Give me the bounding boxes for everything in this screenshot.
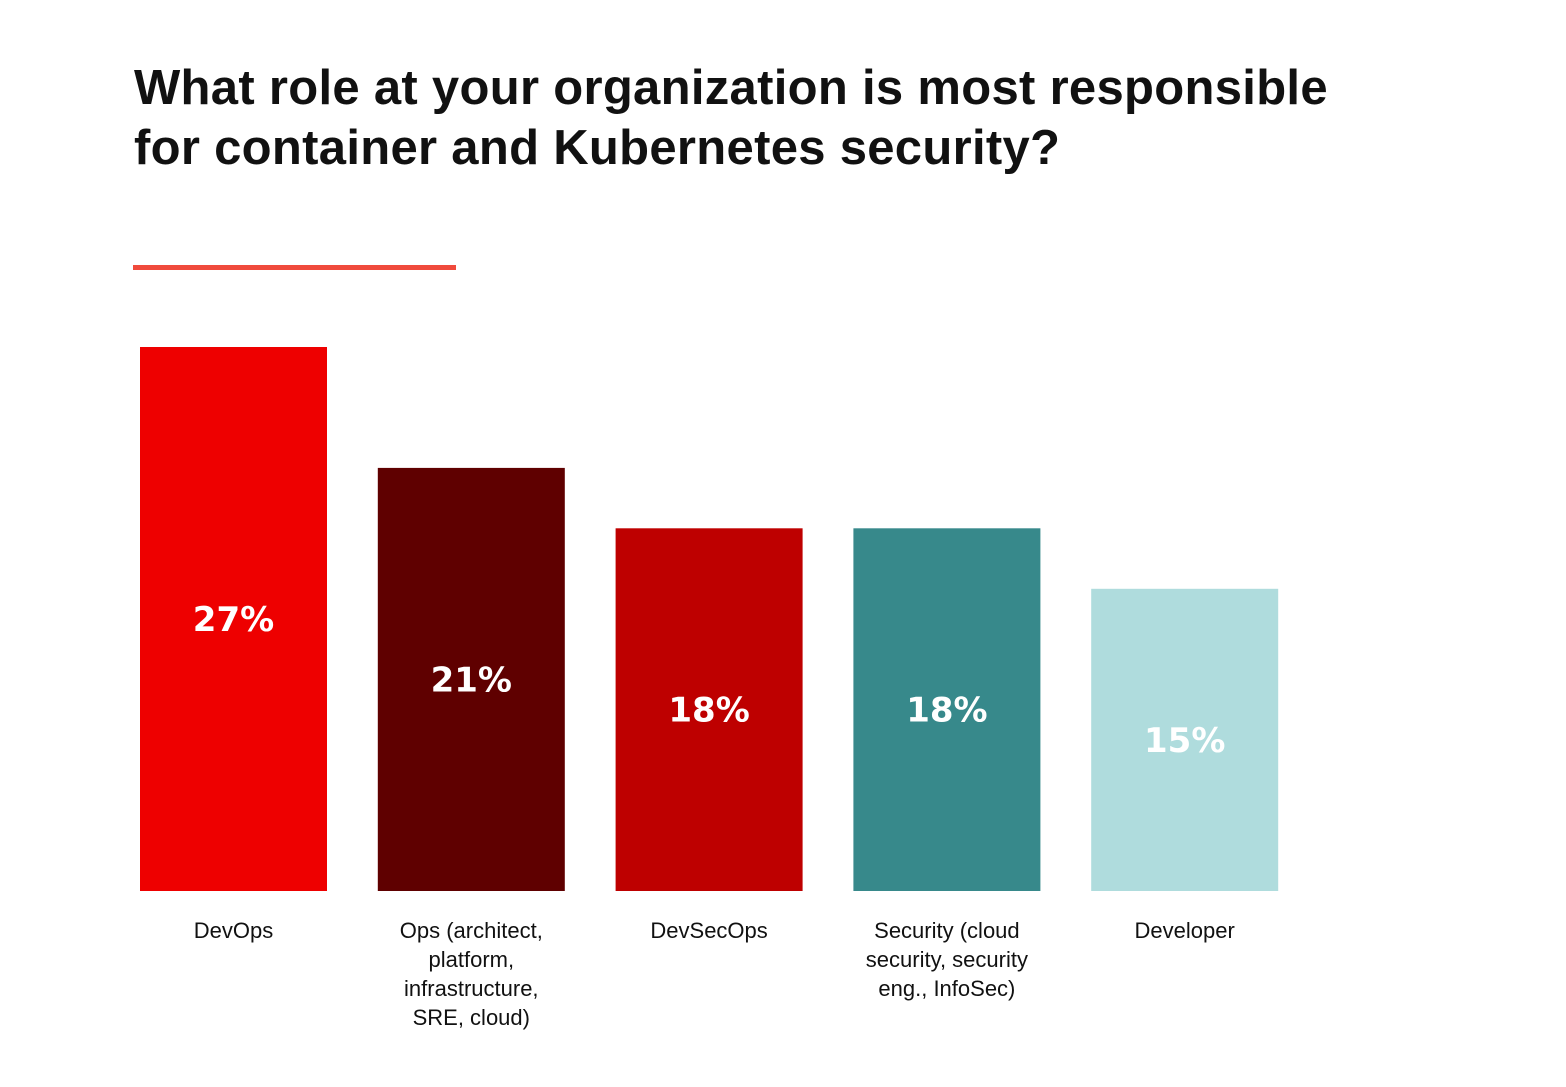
category-label-3: DevSecOps bbox=[650, 918, 767, 943]
chart-title: What role at your organization is most r… bbox=[134, 58, 1454, 178]
bar-value-label-5: 15% bbox=[1144, 721, 1225, 761]
category-label-1: DevOps bbox=[194, 918, 273, 943]
bar-3 bbox=[615, 528, 803, 891]
bar-1 bbox=[140, 347, 327, 891]
bar-value-label-4: 18% bbox=[906, 691, 987, 731]
bar-4 bbox=[853, 528, 1041, 891]
title-accent-rule bbox=[133, 265, 456, 270]
bar-value-label-1: 27% bbox=[193, 600, 274, 640]
chart-title-line-2: for container and Kubernetes security? bbox=[134, 121, 1061, 175]
bar-value-label-3: 18% bbox=[668, 691, 749, 731]
category-label-5: Developer bbox=[1135, 918, 1235, 943]
category-label-2: Ops (architect, platform, infrastructure, S… bbox=[400, 918, 543, 1030]
bar-5 bbox=[1091, 588, 1279, 891]
bar-value-label-2: 21% bbox=[431, 660, 512, 700]
bar-2 bbox=[377, 467, 565, 891]
chart-title-line-1: What role at your organization is most r… bbox=[134, 61, 1328, 115]
category-label-4: Security (cloud security, security eng., I… bbox=[866, 918, 1028, 1001]
